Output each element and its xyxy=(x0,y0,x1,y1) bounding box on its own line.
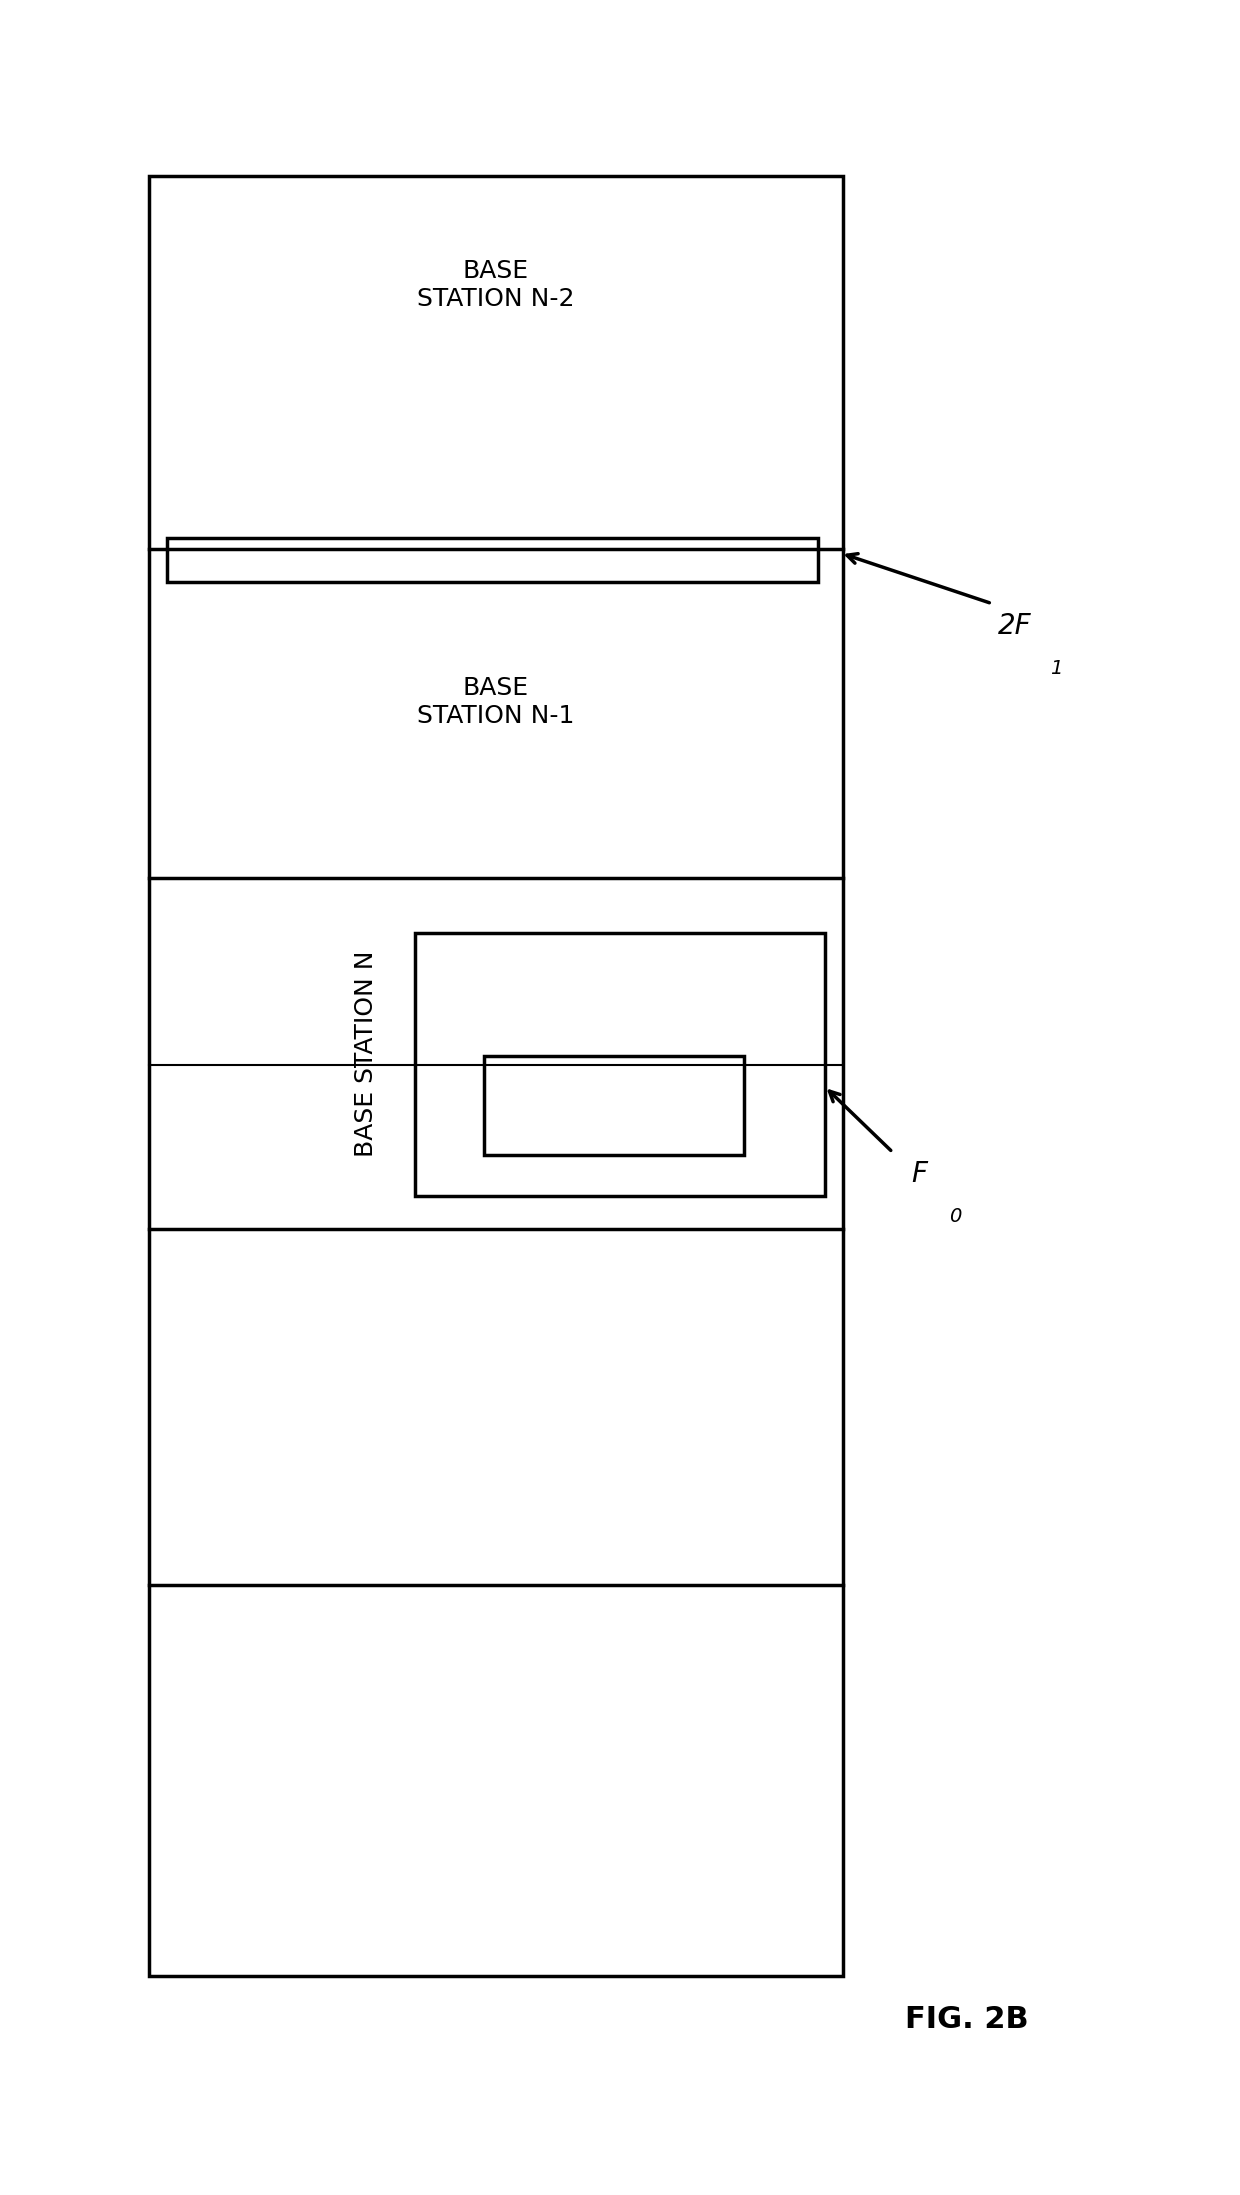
Text: F: F xyxy=(911,1161,928,1187)
Text: BASE
STATION N-1: BASE STATION N-1 xyxy=(418,676,574,729)
Bar xyxy=(167,538,818,582)
Text: 1: 1 xyxy=(1050,658,1063,678)
Bar xyxy=(484,1056,744,1155)
Bar xyxy=(415,933,825,1196)
Text: 0: 0 xyxy=(949,1207,961,1227)
Text: 2F: 2F xyxy=(998,612,1032,639)
Bar xyxy=(149,176,843,1976)
Text: BASE STATION N: BASE STATION N xyxy=(353,950,378,1157)
Text: FIG. 2B: FIG. 2B xyxy=(905,2004,1029,2035)
Text: BASE
STATION N-2: BASE STATION N-2 xyxy=(417,259,575,312)
